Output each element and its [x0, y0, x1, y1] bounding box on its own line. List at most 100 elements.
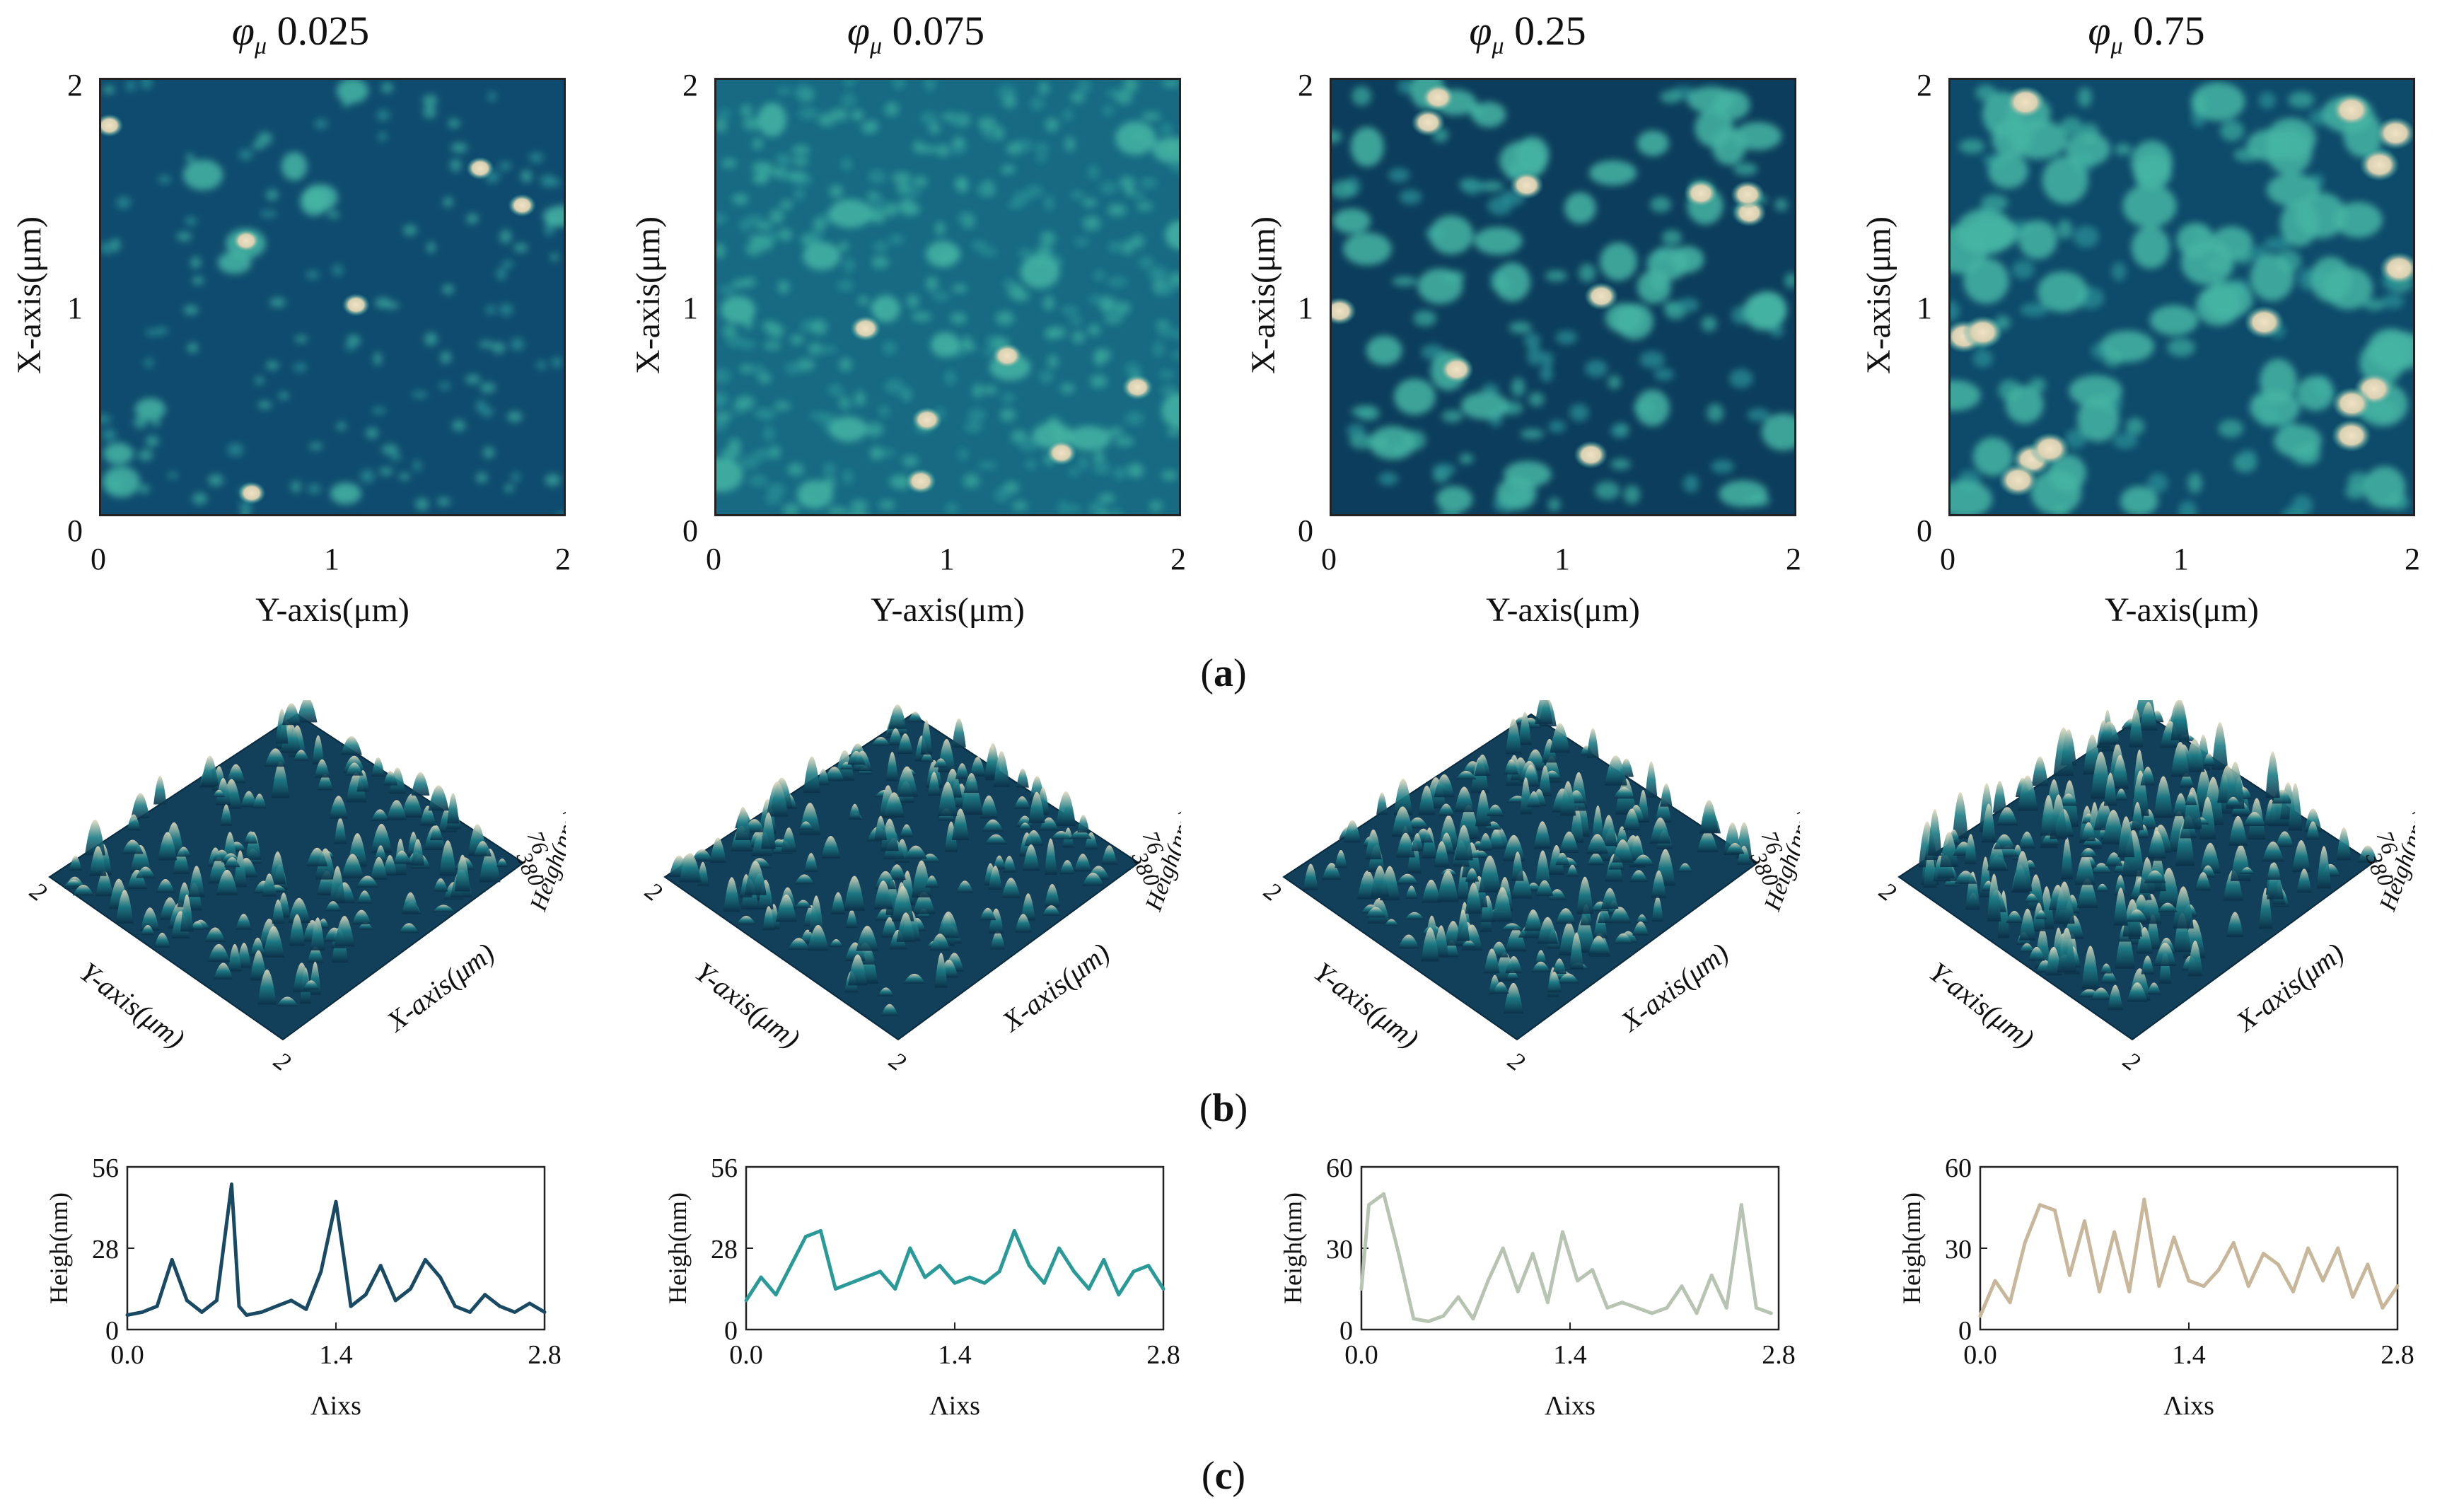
- map-grain: [255, 376, 265, 385]
- surface-peak: [1042, 905, 1061, 916]
- map-cluster: [1637, 130, 1669, 156]
- surface-peak: [1586, 834, 1608, 854]
- surface-peak: [937, 911, 960, 938]
- map-peak: [911, 407, 943, 433]
- surface-peak: [807, 924, 829, 951]
- map-grain: [1108, 508, 1124, 514]
- map-grain: [1168, 272, 1179, 287]
- map-cluster: [1394, 378, 1436, 415]
- surface-peak: [265, 748, 286, 767]
- surface-peak: [2019, 908, 2036, 941]
- map-cluster: [2279, 200, 2319, 247]
- surface-peak: [1438, 803, 1455, 816]
- map3-ylabel: X-axis(μm): [1245, 216, 1283, 375]
- map-grain: [929, 122, 941, 134]
- surface-peak: [334, 818, 347, 844]
- map-grain: [1569, 403, 1589, 421]
- plot-frame: [745, 1165, 1165, 1331]
- surface-peak: [2288, 783, 2303, 831]
- map-cluster: [716, 458, 743, 492]
- map-grain: [1108, 277, 1127, 288]
- map3-xtick-0: 0: [1321, 542, 1337, 576]
- map-grain: [808, 342, 823, 356]
- data-point: [982, 1281, 987, 1285]
- surface-peak: [2226, 761, 2245, 809]
- map4-ylabel: X-axis(μm): [1860, 216, 1898, 375]
- surface-peak: [340, 736, 362, 755]
- map-cluster: [1494, 262, 1530, 302]
- map1-xtick-2: 2: [555, 542, 571, 576]
- map-grain: [739, 364, 754, 373]
- y-axis-label: Heigh(nm): [1279, 1192, 1307, 1304]
- map-grain: [1078, 456, 1089, 470]
- map-cluster: [1429, 215, 1474, 255]
- surface-peak: [1632, 921, 1649, 936]
- map-grain: [540, 174, 556, 187]
- data-point: [230, 1182, 233, 1187]
- surface-peak: [809, 895, 824, 932]
- map-grain: [871, 208, 887, 223]
- surface-peak: [2225, 796, 2241, 807]
- map-grain: [1653, 368, 1674, 381]
- surface-peak: [1405, 885, 1418, 899]
- surface-peak: [775, 894, 797, 922]
- map-grain: [838, 241, 849, 252]
- surface-peak: [496, 858, 508, 867]
- map2-ytick-1: 1: [682, 291, 698, 325]
- map-grain: [1351, 405, 1375, 418]
- data-point: [759, 1275, 763, 1279]
- map-cluster: [1350, 127, 1384, 167]
- map-grain: [818, 113, 835, 127]
- ytick-label: 30: [1945, 1235, 1972, 1264]
- data-point: [2395, 1284, 2400, 1289]
- map-cluster: [871, 295, 900, 322]
- surface-peak: [2187, 940, 2203, 977]
- map-grain: [1610, 458, 1631, 470]
- ytick-label: 0: [1958, 1316, 1972, 1346]
- surface-peak: [1535, 850, 1551, 887]
- map-grain: [778, 228, 793, 241]
- surface-peak: [2006, 910, 2023, 924]
- data-point: [185, 1298, 189, 1303]
- map-grain: [884, 378, 905, 395]
- surface-peak: [1505, 956, 1523, 974]
- map-grain: [963, 473, 980, 489]
- surface-peak: [224, 857, 240, 868]
- surface-peak: [984, 745, 999, 779]
- surface-peak: [2358, 845, 2378, 863]
- surface-peak: [1044, 838, 1057, 876]
- surface-peak: [262, 926, 285, 958]
- map-grain: [2112, 433, 2138, 449]
- map-grain: [513, 243, 528, 252]
- map-peak: [2029, 432, 2071, 466]
- map-cluster: [1332, 208, 1371, 234]
- surface-peak: [709, 837, 726, 863]
- data-point: [2112, 1230, 2117, 1234]
- data-point: [2187, 1279, 2191, 1283]
- surface-peak: [798, 821, 813, 830]
- map2-xtick-0: 0: [706, 542, 721, 576]
- surface-peak: [1501, 923, 1523, 931]
- map-grain: [926, 276, 938, 291]
- map-grain: [183, 305, 199, 315]
- surface-peak: [2053, 727, 2074, 777]
- surface-peak: [2018, 831, 2035, 849]
- map-grain: [1039, 370, 1054, 384]
- map-grain: [1332, 180, 1355, 199]
- surface-peak: [912, 860, 931, 898]
- surface-peak: [1059, 860, 1075, 875]
- map-grain: [511, 472, 521, 482]
- series-line: [1978, 1197, 2400, 1317]
- map-grain: [1682, 475, 1699, 493]
- map4-ytick-1: 1: [1917, 291, 1932, 325]
- surface-peak: [2316, 846, 2332, 889]
- map-grain: [1349, 434, 1375, 449]
- data-point: [1441, 1314, 1446, 1318]
- map-grain: [1660, 90, 1682, 104]
- surface-peak: [2291, 839, 2311, 872]
- data-point: [1739, 1203, 1743, 1207]
- map-peak: [2331, 93, 2372, 127]
- surface-peak: [277, 996, 298, 1006]
- surface-peak: [744, 861, 767, 895]
- surface-peak: [2195, 872, 2211, 891]
